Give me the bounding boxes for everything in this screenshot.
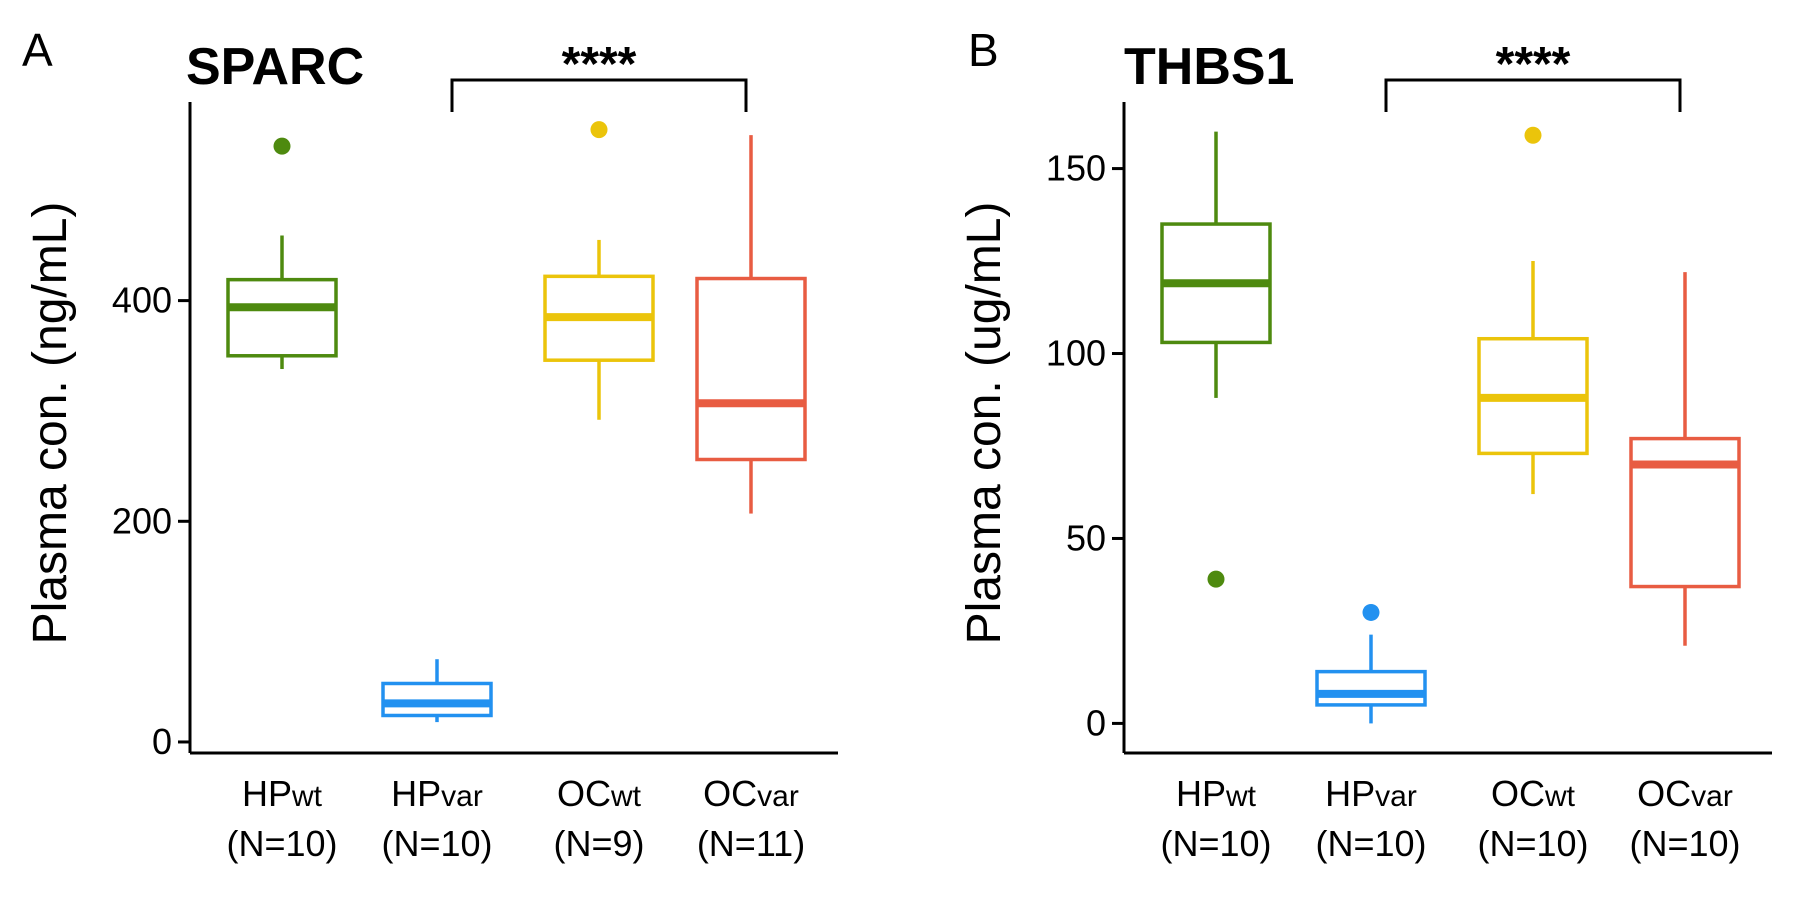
plot-area [226,121,807,723]
y-axis-title: Plasma con. (ug/mL) [958,202,1011,645]
y-ticks: 0 200 400 [112,280,190,762]
box-HPvar [1315,669,1427,707]
category-subscript: wt [1225,780,1257,813]
outlier-point [1207,570,1225,588]
y-tick-label: 0 [1086,702,1106,743]
category-count: (N=10) [226,823,337,864]
category-count: (N=10) [381,823,492,864]
outlier-point [1524,126,1542,144]
outlier-point [1362,603,1380,621]
category-base: OC [703,773,757,814]
y-tick-label: 100 [1046,333,1106,374]
category-count: (N=9) [553,823,644,864]
category-subscript: var [1691,780,1733,813]
category-base: OC [557,773,611,814]
category-base: HP [391,773,441,814]
box-HPwt [226,277,338,358]
panel-a: A SPARC Plasma con. (ng/mL) 0 200 400 ****… [22,24,838,864]
y-tick-label: 50 [1066,517,1106,558]
y-tick-label: 150 [1046,148,1106,189]
x-tick-label: OCvar [1637,773,1733,814]
panel-letter: A [22,24,53,76]
category-subscript: wt [610,780,642,813]
category-count: (N=11) [697,823,805,864]
box-OCvar [695,276,807,462]
category-count: (N=10) [1160,823,1271,864]
category-count: (N=10) [1629,823,1740,864]
x-tick-label: HPwt [1176,773,1257,814]
category-count: (N=10) [1477,823,1588,864]
category-subscript: var [757,780,799,813]
x-tick-label: HPwt [242,773,323,814]
category-subscript: wt [291,780,323,813]
chart-title: THBS1 [1124,38,1294,96]
x-tick-label: OCwt [557,773,642,814]
category-subscript: var [1375,780,1417,813]
panel-b: B THBS1 Plasma con. (ug/mL) 0 50 100 150 **… [958,24,1772,864]
category-base: HP [242,773,292,814]
y-tick-label: 0 [152,721,172,762]
category-count: (N=10) [1315,823,1426,864]
significance-label: **** [562,38,637,91]
y-axis-title: Plasma con. (ng/mL) [24,202,77,645]
y-ticks: 0 50 100 150 [1046,148,1124,743]
category-subscript: var [441,780,483,813]
category-base: OC [1637,773,1691,814]
panel-letter: B [968,24,999,76]
box-OCvar [1629,436,1741,589]
x-tick-label: OCvar [703,773,799,814]
significance-bracket [1384,78,1682,112]
category-base: HP [1176,773,1226,814]
outlier-point [590,121,608,139]
category-subscript: wt [1544,780,1576,813]
x-tick-label: OCwt [1491,773,1576,814]
chart-title: SPARC [186,38,364,96]
outlier-point [273,137,291,155]
significance-bracket [450,78,748,112]
category-base: OC [1491,773,1545,814]
plot-area [1160,126,1741,724]
category-base: HP [1325,773,1375,814]
x-tick-label: HPvar [391,773,483,814]
significance-label: **** [1496,38,1571,91]
y-tick-label: 400 [112,280,172,321]
x-tick-label: HPvar [1325,773,1417,814]
y-tick-label: 200 [112,500,172,541]
